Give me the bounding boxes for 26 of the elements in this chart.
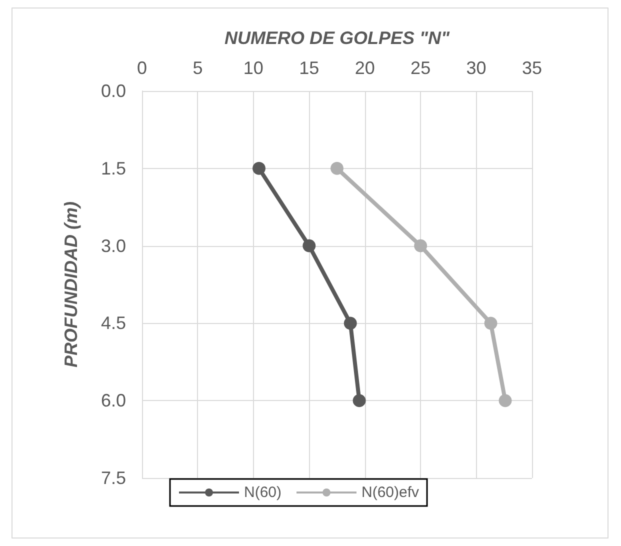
y-tick-label: 0.0	[100, 81, 126, 101]
point	[344, 316, 357, 330]
x-tick-label: 35	[522, 58, 542, 78]
point	[302, 239, 316, 252]
y-tick-label: 3.0	[100, 236, 126, 256]
point	[498, 394, 512, 408]
legend-label: N(60)efv	[362, 484, 420, 501]
y-tick-label: 7.5	[100, 468, 126, 488]
x-tick-label: 10	[243, 58, 264, 78]
x-axis-title: NUMERO DE GOLPES "N"	[224, 28, 450, 48]
point	[330, 162, 344, 175]
legend-label: N(60)	[244, 484, 282, 501]
y-tick-label: 4.5	[100, 313, 126, 334]
point	[352, 394, 366, 408]
point	[484, 316, 498, 330]
y-tick-label: 6.0	[100, 390, 126, 411]
x-tick-label: 25	[410, 58, 431, 78]
y-tick-label: 1.5	[100, 158, 126, 178]
x-tick-label: 5	[192, 58, 203, 78]
x-tick-label: 15	[299, 58, 320, 78]
x-tick-label: 20	[354, 58, 375, 78]
y-axis-title: PROFUNDIDAD (m)	[61, 202, 81, 368]
point	[414, 239, 428, 252]
x-tick-label: 0	[136, 58, 148, 78]
point	[252, 162, 266, 175]
x-tick-label: 30	[466, 58, 486, 78]
